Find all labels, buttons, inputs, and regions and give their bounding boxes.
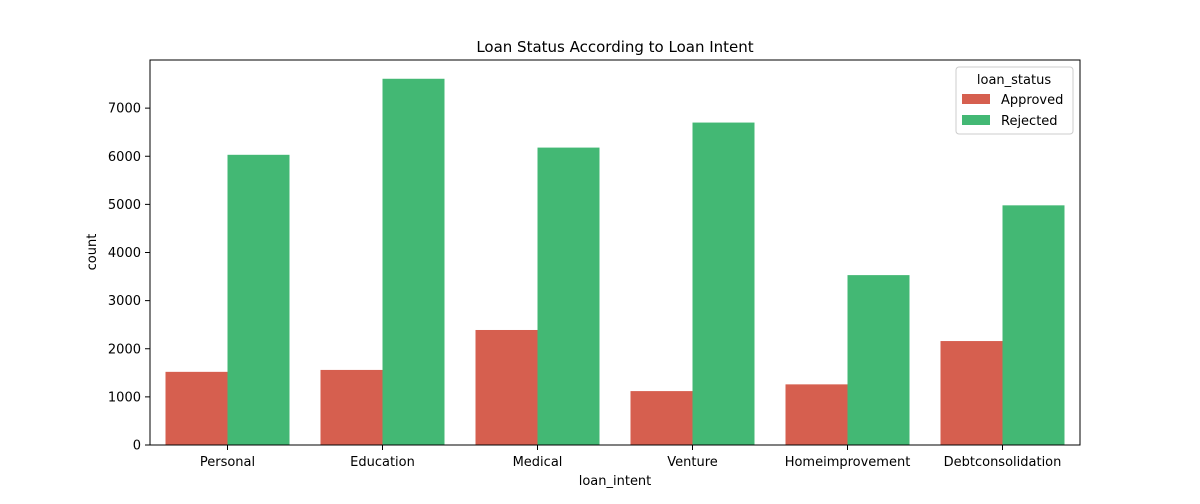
y-tick-label: 5000: [108, 198, 141, 213]
y-tick-label: 2000: [108, 342, 141, 357]
bar-rejected-homeimprovement: [847, 275, 910, 445]
y-tick-label: 4000: [108, 246, 141, 261]
bar-approved-venture: [630, 391, 693, 445]
y-tick-label: 1000: [108, 390, 141, 405]
y-axis-label: count: [85, 234, 100, 271]
bar-approved-education: [320, 369, 383, 445]
x-tick-label: Debtconsolidation: [944, 455, 1062, 470]
x-tick-label: Medical: [513, 455, 563, 470]
x-tick-label: Venture: [667, 455, 718, 470]
x-axis-label: loan_intent: [579, 474, 652, 489]
legend-swatch-rejected: [962, 115, 990, 125]
x-tick-label: Education: [350, 455, 415, 470]
x-axis: Personal Education Medical Venture Homeimpro…: [200, 445, 1062, 470]
bar-rejected-venture: [692, 122, 755, 445]
legend-title: loan_status: [977, 73, 1051, 88]
legend-swatch-approved: [962, 94, 990, 104]
bar-approved-debtconsolidation: [940, 341, 1003, 445]
y-tick-label: 3000: [108, 294, 141, 309]
bar-approved-medical: [475, 329, 538, 445]
bars-layer: [165, 78, 1065, 446]
x-tick-label: Homeimprovement: [785, 455, 911, 470]
y-tick-label: 7000: [108, 102, 141, 117]
chart-title: Loan Status According to Loan Intent: [476, 38, 753, 56]
x-tick-label: Personal: [200, 455, 255, 470]
bar-rejected-personal: [227, 154, 290, 445]
bar-approved-homeimprovement: [785, 384, 848, 445]
bar-rejected-debtconsolidation: [1002, 205, 1065, 445]
bar-approved-personal: [165, 371, 228, 445]
y-tick-label: 6000: [108, 150, 141, 165]
legend-label-approved: Approved: [1001, 93, 1063, 108]
y-axis: 0 1000 2000 3000 4000 5000 6000 7000: [108, 102, 150, 454]
y-tick-label: 0: [133, 439, 141, 454]
bar-rejected-education: [382, 78, 445, 446]
legend-label-rejected: Rejected: [1001, 114, 1058, 129]
legend: loan_status Approved Rejected: [955, 66, 1074, 135]
bar-rejected-medical: [537, 147, 600, 445]
